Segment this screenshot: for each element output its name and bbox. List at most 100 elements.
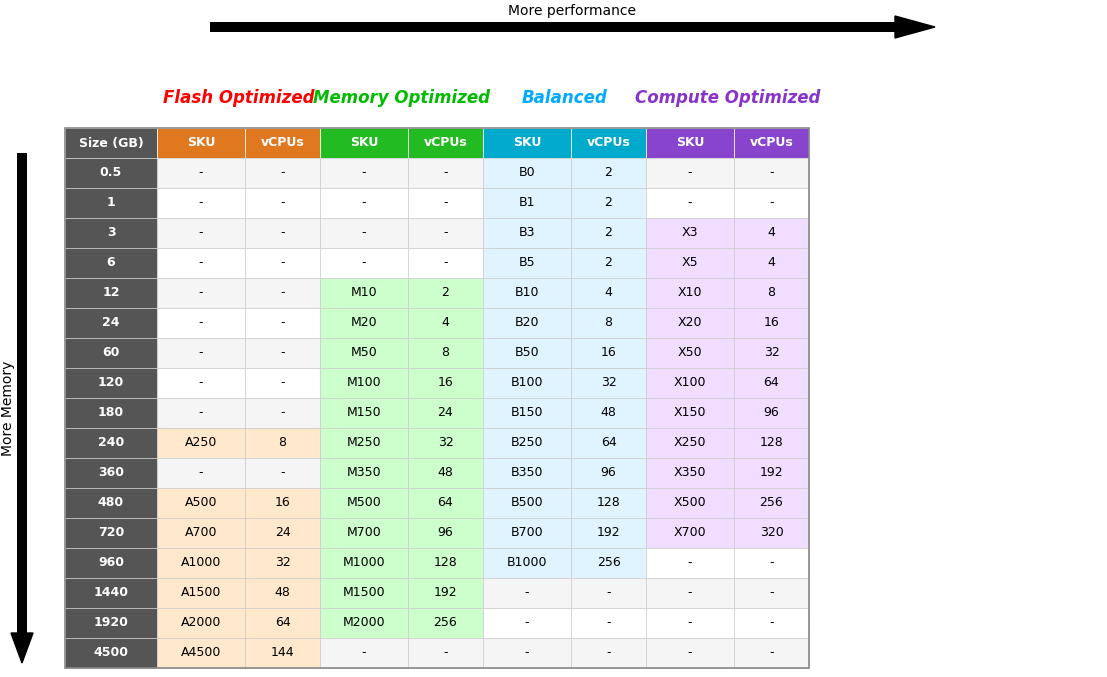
Bar (65, 518, 157, 548)
Text: vCPUs: vCPUs (749, 137, 794, 150)
Bar (157, 428, 245, 458)
Bar (408, 608, 483, 638)
Text: -: - (362, 257, 366, 269)
Bar (408, 578, 483, 608)
Text: 240: 240 (97, 437, 124, 450)
Text: 4: 4 (767, 257, 775, 269)
Text: A1000: A1000 (180, 556, 221, 569)
Text: -: - (443, 196, 447, 209)
Bar (157, 338, 245, 368)
Text: 12: 12 (102, 286, 120, 299)
Bar (320, 488, 408, 518)
Bar (245, 188, 320, 218)
Text: -: - (199, 466, 204, 479)
Bar (483, 488, 571, 518)
Text: -: - (280, 227, 284, 240)
Bar (646, 428, 734, 458)
Bar (408, 518, 483, 548)
Text: 16: 16 (601, 347, 617, 359)
Text: A250: A250 (185, 437, 217, 450)
Text: B10: B10 (515, 286, 539, 299)
Text: B250: B250 (510, 437, 544, 450)
Bar (245, 578, 320, 608)
Bar (320, 368, 408, 398)
Bar (408, 278, 483, 308)
Bar (157, 548, 245, 578)
Bar (408, 638, 483, 668)
Text: More performance: More performance (508, 4, 637, 18)
Text: 96: 96 (437, 527, 454, 540)
Bar (408, 428, 483, 458)
Text: 720: 720 (97, 527, 124, 540)
Bar (571, 368, 646, 398)
Bar (571, 578, 646, 608)
Text: 6: 6 (106, 257, 115, 269)
Bar (245, 308, 320, 338)
Bar (483, 428, 571, 458)
Text: B50: B50 (515, 347, 539, 359)
Bar (734, 158, 809, 188)
Text: 48: 48 (601, 406, 617, 420)
Text: B500: B500 (510, 496, 544, 510)
Text: 2: 2 (604, 227, 612, 240)
Bar (646, 608, 734, 638)
Text: -: - (280, 347, 284, 359)
Text: M350: M350 (346, 466, 381, 479)
Bar (571, 248, 646, 278)
Bar (320, 218, 408, 248)
Bar (734, 338, 809, 368)
Bar (571, 338, 646, 368)
Bar (483, 398, 571, 428)
Bar (646, 578, 734, 608)
Text: X250: X250 (674, 437, 706, 450)
Bar (320, 458, 408, 488)
Bar (483, 308, 571, 338)
Bar (483, 338, 571, 368)
Bar (245, 428, 320, 458)
Bar (646, 368, 734, 398)
Text: X700: X700 (674, 527, 706, 540)
Text: -: - (687, 167, 692, 179)
Bar (65, 398, 157, 428)
Bar (483, 518, 571, 548)
Text: -: - (687, 647, 692, 659)
Text: X20: X20 (677, 317, 702, 330)
Bar (483, 188, 571, 218)
Bar (157, 188, 245, 218)
Bar (408, 398, 483, 428)
Bar (157, 218, 245, 248)
Text: B100: B100 (510, 376, 544, 389)
Text: -: - (362, 227, 366, 240)
Bar (646, 308, 734, 338)
Text: 16: 16 (437, 376, 454, 389)
Text: -: - (199, 347, 204, 359)
Bar (157, 308, 245, 338)
Bar (65, 638, 157, 668)
Text: 32: 32 (437, 437, 454, 450)
Text: Memory Optimized: Memory Optimized (313, 89, 490, 107)
Bar (320, 638, 408, 668)
Text: M700: M700 (346, 527, 382, 540)
Text: -: - (199, 286, 204, 299)
Text: A700: A700 (185, 527, 217, 540)
Bar (734, 608, 809, 638)
Bar (408, 188, 483, 218)
Text: B1: B1 (519, 196, 536, 209)
Text: -: - (199, 257, 204, 269)
Text: SKU: SKU (187, 137, 215, 150)
Bar (483, 128, 571, 158)
Text: B0: B0 (519, 167, 536, 179)
Bar (157, 458, 245, 488)
Text: X10: X10 (677, 286, 702, 299)
Text: X100: X100 (674, 376, 706, 389)
Text: M500: M500 (346, 496, 382, 510)
Bar (65, 368, 157, 398)
Text: 96: 96 (601, 466, 617, 479)
Bar (408, 158, 483, 188)
Text: -: - (769, 556, 774, 569)
Bar (320, 398, 408, 428)
Bar (320, 158, 408, 188)
Polygon shape (11, 633, 33, 663)
Bar (245, 548, 320, 578)
Text: M50: M50 (351, 347, 377, 359)
